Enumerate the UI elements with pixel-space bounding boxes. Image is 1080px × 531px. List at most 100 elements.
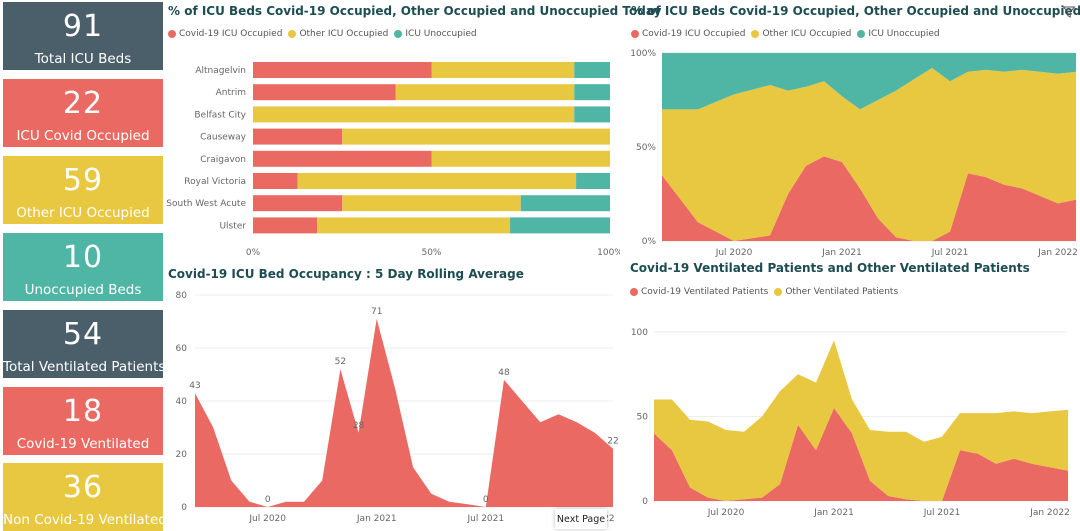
- legend-label: ICU Unoccupied: [868, 29, 940, 39]
- kpi-label: Other ICU Occupied: [16, 205, 150, 221]
- chart-title: Covid-19 Ventilated Patients and Other V…: [630, 261, 1030, 275]
- data-label: 48: [498, 368, 510, 378]
- data-label: 22: [607, 437, 618, 447]
- bar-segment: [520, 195, 610, 212]
- legend-item[interactable]: Covid-19 ICU Occupied: [168, 29, 282, 39]
- icu-beds-today-bar-chart[interactable]: Altnagelvin Antrim Belfast City Causeway Cra…: [165, 48, 620, 263]
- category-label: Craigavon: [200, 155, 246, 165]
- y-tick-label: 60: [176, 344, 188, 354]
- data-label: 0: [483, 495, 489, 505]
- category-label: Altnagelvin: [195, 66, 246, 76]
- chart-legend: Covid-19 ICU Occupied Other ICU Occupied…: [631, 29, 946, 39]
- kpi-value: 22: [62, 86, 104, 121]
- y-tick-label: 100%: [630, 49, 656, 59]
- area-series: [654, 340, 1068, 501]
- bar-segment: [253, 173, 298, 189]
- data-label: 0: [265, 495, 271, 505]
- data-label: 52: [335, 357, 346, 367]
- x-tick-label: Jan 2022: [1029, 508, 1070, 518]
- kpi-total-icu-beds: 91 Total ICU Beds: [3, 2, 163, 70]
- bar-segment: [253, 150, 432, 167]
- category-label: South West Acute: [166, 199, 246, 209]
- data-label: 71: [371, 307, 382, 317]
- x-tick-label: Jul 2020: [715, 248, 753, 258]
- legend-label: Other ICU Occupied: [762, 29, 852, 39]
- kpi-unoccupied-beds: 10 Unoccupied Beds: [3, 233, 163, 301]
- legend-label: Covid-19 Ventilated Patients: [641, 287, 769, 297]
- kpi-label: ICU Covid Occupied: [16, 128, 150, 144]
- kpi-label: Unoccupied Beds: [24, 282, 142, 298]
- x-tick-label: Jan 2021: [356, 514, 397, 524]
- bar-segment: [574, 84, 610, 101]
- legend-item[interactable]: Covid-19 ICU Occupied: [631, 29, 745, 39]
- legend-item[interactable]: ICU Unoccupied: [394, 29, 477, 39]
- category-label: Causeway: [200, 133, 247, 143]
- kpi-non-covid-ventilated: 36 Non Covid-19 Ventilated: [3, 463, 163, 531]
- x-tick-label: Jul 2020: [248, 514, 286, 524]
- x-tick-label: Jul 2021: [923, 508, 961, 518]
- area-series: [662, 53, 1076, 110]
- kpi-value: 36: [62, 470, 104, 505]
- legend-label: ICU Unoccupied: [405, 29, 477, 39]
- category-label: Ulster: [219, 221, 246, 231]
- bar-segment: [510, 217, 610, 234]
- x-tick-label: Jan 2021: [821, 248, 862, 258]
- legend-item[interactable]: ICU Unoccupied: [857, 29, 940, 39]
- y-tick-label: 50: [637, 412, 649, 422]
- chart-title: % of ICU Beds Covid-19 Occupied, Other O…: [168, 4, 662, 18]
- legend-label: Other Ventilated Patients: [785, 287, 899, 297]
- data-label: 43: [189, 381, 200, 391]
- kpi-value: 54: [62, 317, 104, 352]
- legend-item[interactable]: Other ICU Occupied: [751, 29, 851, 39]
- area-series: [195, 318, 613, 507]
- category-label: Belfast City: [194, 110, 246, 120]
- x-tick-label: Jan 2022: [1037, 248, 1078, 258]
- legend-item[interactable]: Other ICU Occupied: [288, 29, 388, 39]
- x-tick-label: 100%: [597, 248, 620, 258]
- icu-beds-percent-area-chart[interactable]: 0% 50% 100% Jul 2020 Jan 2021 Jul 2021 Jan 202…: [628, 48, 1078, 263]
- next-page-button[interactable]: Next Page: [555, 509, 607, 529]
- bar-segment: [253, 62, 432, 78]
- bar-segment: [574, 62, 610, 78]
- kpi-value: 10: [62, 240, 104, 275]
- legend-item[interactable]: Other Ventilated Patients: [774, 287, 898, 297]
- kpi-label: Total ICU Beds: [34, 51, 132, 67]
- category-label: Antrim: [216, 88, 246, 98]
- legend-swatch: [774, 288, 783, 296]
- category-label: Royal Victoria: [184, 177, 246, 187]
- data-label: 28: [353, 421, 365, 431]
- x-tick-label: 0%: [246, 248, 261, 258]
- legend-swatch: [857, 30, 866, 38]
- bar-segment: [253, 106, 575, 123]
- chart-legend: Covid-19 Ventilated Patients Other Venti…: [630, 287, 904, 297]
- bar-segment: [297, 173, 577, 189]
- bar-segment: [431, 62, 575, 78]
- kpi-value: 59: [62, 163, 104, 198]
- area-series: [662, 68, 1076, 241]
- y-tick-label: 0: [181, 503, 187, 513]
- y-tick-label: 20: [176, 450, 188, 460]
- y-tick-label: 100: [631, 328, 648, 338]
- ventilated-patients-area-chart[interactable]: 0 50 100 Jul 2020 Jan 2021 Jul 2021 Jan 2022: [628, 305, 1078, 529]
- legend-item[interactable]: Covid-19 Ventilated Patients: [630, 287, 768, 297]
- kpi-value: 18: [62, 394, 104, 429]
- bar-segment: [253, 128, 343, 145]
- bar-segment: [253, 84, 396, 101]
- bar-segment: [253, 217, 318, 234]
- x-tick-label: Jul 2020: [707, 508, 745, 518]
- kpi-label: Non Covid-19 Ventilated: [3, 512, 163, 528]
- legend-label: Covid-19 ICU Occupied: [642, 29, 746, 39]
- x-tick-label: Jul 2021: [466, 514, 504, 524]
- filter-icon[interactable]: [1062, 4, 1076, 18]
- bar-segment: [431, 150, 610, 167]
- y-tick-label: 50%: [636, 143, 656, 153]
- legend-swatch: [630, 288, 638, 296]
- bar-segment: [342, 128, 610, 145]
- legend-swatch: [751, 30, 760, 38]
- chart-legend: Covid-19 ICU Occupied Other ICU Occupied…: [168, 29, 483, 39]
- area-series: [662, 156, 1076, 241]
- bar-segment: [576, 173, 610, 189]
- x-tick-label: 50%: [421, 248, 441, 258]
- kpi-label: Covid-19 Ventilated: [16, 436, 150, 452]
